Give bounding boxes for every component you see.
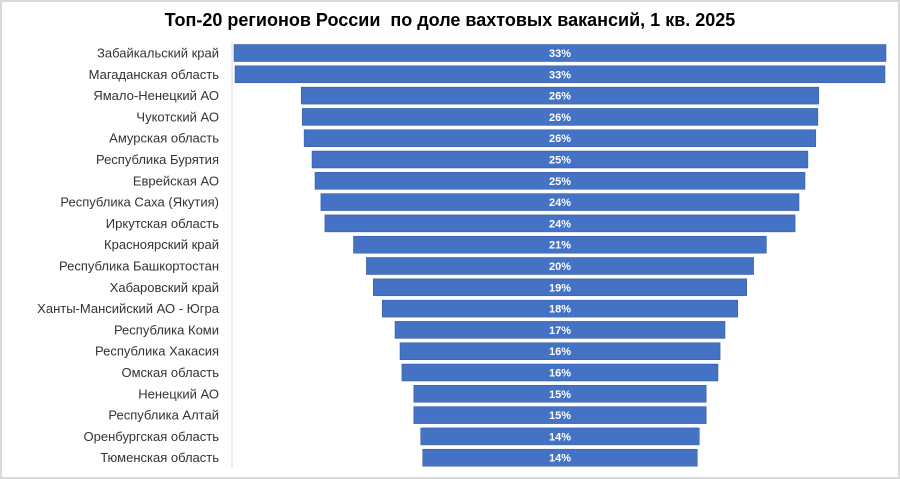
category-label: Забайкальский край bbox=[97, 46, 219, 61]
value-label: 33% bbox=[549, 69, 571, 81]
value-label: 26% bbox=[549, 133, 571, 145]
funnel-bar bbox=[311, 150, 809, 169]
category-label: Красноярский край bbox=[104, 237, 219, 252]
funnel-bar bbox=[413, 385, 707, 403]
category-label: Республика Саха (Якутия) bbox=[60, 195, 219, 210]
category-label: Магаданская область bbox=[89, 67, 220, 82]
funnel-bar bbox=[324, 214, 796, 233]
funnel-bar bbox=[314, 172, 806, 190]
value-label: 26% bbox=[549, 91, 571, 103]
chart-title: Топ-20 регионов России по доле вахтовых … bbox=[164, 10, 736, 30]
funnel-bar bbox=[301, 108, 819, 126]
category-label: Омская область bbox=[121, 365, 219, 380]
funnel-bar bbox=[233, 44, 887, 62]
funnel-bar bbox=[366, 257, 754, 275]
category-label: Ямало-Ненецкий АО bbox=[93, 88, 219, 103]
funnel-bar bbox=[381, 299, 739, 318]
funnel-bar bbox=[303, 129, 817, 147]
category-label: Республика Алтай bbox=[108, 408, 219, 423]
funnel-bar bbox=[234, 65, 886, 84]
category-label: Оренбургская область bbox=[84, 429, 220, 444]
funnel-bar bbox=[320, 193, 800, 211]
value-label: 24% bbox=[549, 197, 571, 209]
category-label: Амурская область bbox=[109, 131, 219, 146]
category-label: Хабаровский край bbox=[110, 280, 219, 295]
category-label: Тюменская область bbox=[100, 450, 219, 465]
funnel-bar bbox=[420, 427, 700, 446]
funnel-bar bbox=[399, 342, 721, 360]
funnel-bar bbox=[413, 406, 707, 424]
funnel-bar bbox=[300, 86, 820, 105]
funnel-bar bbox=[422, 448, 698, 467]
category-label: Чукотский АО bbox=[136, 109, 219, 124]
value-label: 20% bbox=[549, 261, 571, 273]
value-label: 19% bbox=[549, 282, 571, 294]
funnel-bar bbox=[353, 235, 767, 254]
funnel-bar bbox=[373, 278, 747, 297]
value-label: 21% bbox=[549, 240, 571, 252]
value-label: 16% bbox=[549, 368, 571, 380]
category-label: Иркутская область bbox=[106, 216, 219, 231]
value-label: 17% bbox=[549, 325, 571, 337]
value-label: 33% bbox=[549, 48, 571, 60]
value-label: 25% bbox=[549, 176, 571, 188]
value-label: 24% bbox=[549, 218, 571, 230]
value-label: 15% bbox=[549, 389, 571, 401]
category-label: Республика Коми bbox=[114, 322, 219, 337]
value-label: 16% bbox=[549, 346, 571, 358]
value-label: 26% bbox=[549, 112, 571, 124]
value-label: 14% bbox=[549, 453, 571, 465]
value-label: 14% bbox=[549, 431, 571, 443]
value-label: 15% bbox=[549, 410, 571, 422]
value-label: 18% bbox=[549, 304, 571, 316]
funnel-bar bbox=[394, 321, 726, 339]
category-label: Республика Хакасия bbox=[95, 344, 219, 359]
category-label: Ханты-Мансийский АО - Югра bbox=[37, 301, 220, 316]
category-label: Ненецкий АО bbox=[138, 386, 219, 401]
category-label: Еврейская АО bbox=[133, 173, 219, 188]
category-label: Республика Башкортостан bbox=[59, 259, 219, 274]
category-label: Республика Бурятия bbox=[96, 152, 219, 167]
funnel-bar bbox=[401, 363, 719, 382]
value-label: 25% bbox=[549, 155, 571, 167]
